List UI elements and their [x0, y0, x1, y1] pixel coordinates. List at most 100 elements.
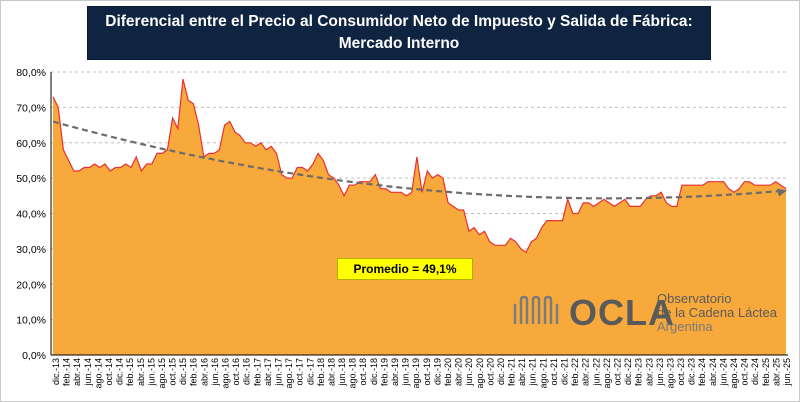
- y-tick-label: 50,0%: [16, 173, 46, 185]
- y-tick-label: 10,0%: [16, 315, 46, 327]
- x-tick-label: dic.-21: [560, 358, 570, 385]
- x-tick-label: dic.-19: [432, 358, 442, 385]
- x-tick-label: dic.-23: [687, 358, 697, 385]
- x-tick-label: dic.-17: [305, 358, 315, 385]
- x-tick-label: oct.-23: [676, 358, 686, 386]
- trend-line-path: [52, 120, 787, 200]
- x-tick-label: jun.-19: [401, 358, 411, 387]
- chart-title-line-2: Mercado Interno: [338, 35, 460, 52]
- x-tick-label: jun.-18: [337, 358, 347, 387]
- x-tick-label: abr.-22: [581, 358, 591, 386]
- x-tick-label: feb.-22: [570, 358, 580, 386]
- x-tick-label: oct.-17: [295, 358, 305, 386]
- x-tick-label: jun.-23: [655, 358, 665, 387]
- x-tick-label: jun.-22: [591, 358, 601, 387]
- x-tick-label: ago.-17: [284, 358, 294, 389]
- x-tick-label: jun.-24: [718, 358, 728, 387]
- x-tick-label: oct.-15: [168, 358, 178, 386]
- x-tick-label: abr.-15: [136, 358, 146, 386]
- y-tick-label: 80,0%: [16, 67, 46, 79]
- x-tick-label: feb.-19: [379, 358, 389, 386]
- x-tick-label: abr.-17: [263, 358, 273, 386]
- x-tick-label: dic.-13: [51, 358, 61, 385]
- x-tick-label: dic.-15: [178, 358, 188, 385]
- x-tick-label: feb.-25: [761, 358, 771, 386]
- x-tick-label: jun.-16: [210, 358, 220, 387]
- x-tick-label: oct.-20: [485, 358, 495, 386]
- x-tick-label: jun.-17: [274, 358, 284, 387]
- x-tick-label: feb.-21: [507, 358, 517, 386]
- x-tick-label: abr.-20: [454, 358, 464, 386]
- y-axis-ticks: 0,0% 10,0% 20,0% 30,0% 40,0% 50,0% 60,0% 70,0% 8…: [16, 67, 46, 362]
- x-tick-label: jun.-25: [782, 358, 792, 387]
- x-tick-label: abr.-23: [644, 358, 654, 386]
- y-tick-label: 60,0%: [16, 138, 46, 150]
- logo-line-1: Observatorio: [657, 291, 732, 306]
- axes: [50, 72, 788, 356]
- x-tick-label: feb.-18: [316, 358, 326, 386]
- y-tick-label: 40,0%: [16, 209, 46, 221]
- x-tick-label: dic.-22: [623, 358, 633, 385]
- x-tick-label: oct.-18: [358, 358, 368, 386]
- logo-line-3: Argentina: [657, 319, 713, 334]
- x-tick-label: dic.-20: [496, 358, 506, 385]
- y-tick-label: 30,0%: [16, 244, 46, 256]
- x-tick-label: jun.-20: [464, 358, 474, 387]
- logo-word: OCLA: [569, 292, 675, 333]
- x-tick-label: oct.-14: [104, 358, 114, 386]
- x-tick-label: feb.-16: [189, 358, 199, 386]
- ocla-wave-icon: [513, 295, 559, 324]
- x-tick-label: feb.-15: [125, 358, 135, 386]
- x-tick-label: oct.-16: [231, 358, 241, 386]
- x-tick-label: ago.-23: [666, 358, 676, 389]
- x-tick-label: ago.-20: [475, 358, 485, 389]
- y-tick-label: 0,0%: [22, 350, 46, 362]
- x-tick-label: abr.-14: [72, 358, 82, 386]
- x-tick-label: dic.-16: [242, 358, 252, 385]
- y-tick-label: 70,0%: [16, 102, 46, 114]
- x-axis-ticks: dic.-13 feb.-14 abr.-14 jun.-14 ago.-14 oct.-…: [51, 358, 792, 389]
- area-fill: [53, 79, 786, 355]
- x-tick-label: feb.-14: [62, 358, 72, 386]
- x-tick-label: jun.-21: [528, 358, 538, 387]
- logo-line-2: de la Cadena Láctea: [657, 305, 777, 320]
- x-tick-label: oct.-24: [740, 358, 750, 386]
- x-tick-label: abr.-24: [708, 358, 718, 386]
- x-tick-label: abr.-16: [199, 358, 209, 386]
- x-tick-label: ago.-22: [602, 358, 612, 389]
- x-tick-label: ago.-16: [221, 358, 231, 389]
- ocla-logo: OCLA Observatorio de la Cadena Láctea Ar…: [512, 290, 782, 338]
- x-tick-label: ago.-15: [157, 358, 167, 389]
- x-tick-label: ago.-14: [93, 358, 103, 389]
- x-tick-label: dic.-14: [115, 358, 125, 385]
- x-tick-label: ago.-18: [348, 358, 358, 389]
- x-tick-label: feb.-24: [697, 358, 707, 386]
- x-tick-label: oct.-22: [613, 358, 623, 386]
- trend-line: [52, 120, 787, 200]
- area-series: [52, 78, 787, 355]
- x-tick-label: abr.-19: [390, 358, 400, 386]
- x-tick-label: feb.-20: [443, 358, 453, 386]
- x-tick-label: dic.-18: [369, 358, 379, 385]
- chart-title: Diferencial entre el Precio al Consumido…: [87, 6, 711, 60]
- x-tick-label: jun.-15: [146, 358, 156, 387]
- x-tick-label: feb.-23: [634, 358, 644, 386]
- chart-title-line-1: Diferencial entre el Precio al Consumido…: [105, 13, 693, 30]
- x-tick-label: oct.-19: [422, 358, 432, 386]
- x-tick-label: abr.-18: [326, 358, 336, 386]
- x-tick-label: oct.-21: [549, 358, 559, 386]
- x-tick-label: dic.-24: [750, 358, 760, 385]
- trend-arrow-head: [777, 188, 787, 197]
- area-line: [52, 78, 787, 254]
- y-tick-label: 20,0%: [16, 279, 46, 291]
- logo-subtitle: Observatorio de la Cadena Láctea Argenti…: [657, 292, 777, 334]
- x-tick-label: ago.-19: [411, 358, 421, 389]
- x-tick-label: abr.-21: [517, 358, 527, 386]
- average-label: Promedio = 49,1%: [337, 258, 473, 280]
- x-tick-label: feb.-17: [252, 358, 262, 386]
- x-tick-label: jun.-14: [83, 358, 93, 387]
- x-tick-label: ago.-24: [729, 358, 739, 389]
- x-tick-label: ago.-21: [538, 358, 548, 389]
- x-tick-label: abr.-25: [771, 358, 781, 386]
